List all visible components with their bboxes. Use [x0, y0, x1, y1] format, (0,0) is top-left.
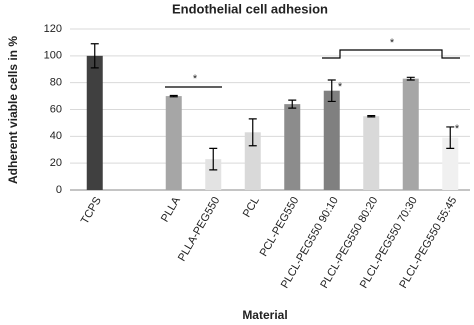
- error-bar: [406, 76, 415, 81]
- x-axis-label: Material: [242, 308, 287, 322]
- y-axis-label: Adherent viable cells in %: [6, 36, 20, 184]
- error-bar: [169, 94, 178, 98]
- bar: [363, 116, 380, 190]
- annotation: *: [193, 73, 198, 85]
- y-tick-label: 20: [50, 157, 62, 169]
- x-tick-label: PLLA-PEG550: [176, 195, 222, 263]
- bar: [205, 159, 222, 190]
- error-bar: [288, 99, 297, 109]
- y-tick-label: 0: [56, 184, 62, 196]
- bar: [86, 55, 103, 191]
- y-tick-label: 120: [44, 23, 62, 35]
- error-bar: [248, 118, 257, 147]
- y-tick-label: 40: [50, 130, 62, 142]
- bar: [165, 96, 182, 190]
- x-tick-label: PLLA: [159, 194, 183, 224]
- annotation: *: [338, 81, 343, 93]
- error-bar: [367, 114, 376, 118]
- error-bar: [327, 79, 336, 103]
- y-tick-label: 100: [44, 50, 62, 62]
- x-tick-label: TCPS: [79, 195, 104, 226]
- error-bar: [90, 43, 99, 69]
- error-bar: [209, 147, 218, 171]
- bar: [244, 132, 261, 190]
- chart-title: Endothelial cell adhesion: [172, 1, 328, 16]
- bar: [402, 78, 419, 190]
- annotation: *: [390, 37, 395, 49]
- y-tick-label: 60: [50, 103, 62, 115]
- x-tick-label: PCL: [241, 195, 262, 220]
- significance-bracket: [322, 49, 460, 59]
- x-tick-label: PCL-PEG550: [258, 195, 302, 259]
- annotation: *: [455, 123, 460, 135]
- bar: [284, 104, 301, 190]
- error-bar: [446, 126, 455, 150]
- bar: [442, 137, 459, 190]
- bar: [323, 90, 340, 190]
- y-tick-label: 80: [50, 77, 62, 89]
